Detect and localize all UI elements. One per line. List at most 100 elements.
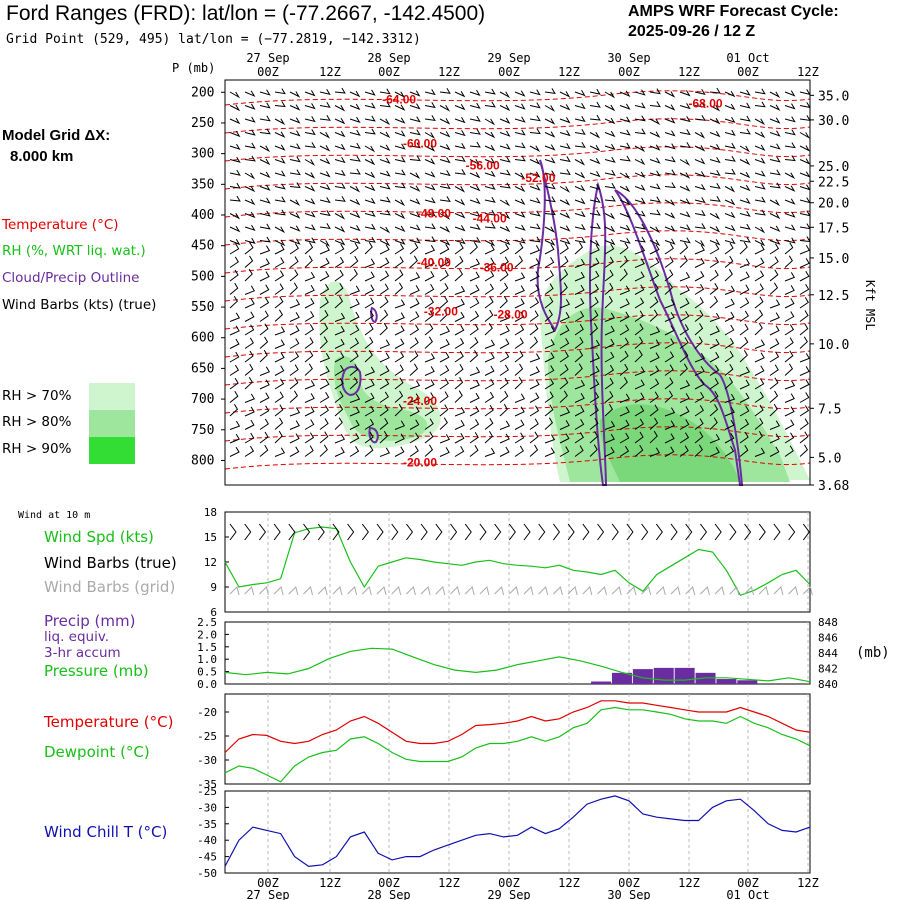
wind-barb <box>259 197 271 204</box>
wind-barb <box>304 445 314 457</box>
rh70-legend: RH > 70% <box>2 388 72 404</box>
wind-barb <box>439 213 451 220</box>
wind-barb <box>394 182 406 189</box>
wind-barb <box>514 445 524 457</box>
wind-barb <box>619 211 631 219</box>
wind-barb <box>469 336 479 349</box>
bottom-date-label: 29 Sep <box>487 888 530 900</box>
wind-barb <box>349 406 360 417</box>
wind-barb <box>709 282 719 295</box>
wind-barb <box>559 186 571 193</box>
wind-barb <box>289 351 300 363</box>
wind-barb-true <box>229 523 237 541</box>
wind-barb <box>424 323 434 336</box>
rh80-swatch <box>89 410 135 437</box>
wind-barb <box>469 323 479 336</box>
wind-barb <box>469 405 480 417</box>
wind-barb <box>544 257 555 268</box>
wind-barb <box>379 322 388 336</box>
temperature-contour-label: -52.00 <box>521 171 555 185</box>
wind-barb <box>259 128 271 135</box>
wind-barb <box>244 129 256 136</box>
precip-legend-line2: liq. equiv. <box>44 629 110 645</box>
wind-barb <box>739 349 748 363</box>
wind-barb <box>454 311 465 322</box>
wind-barb <box>574 406 585 417</box>
wind-barb <box>529 418 539 430</box>
wind-barb <box>544 352 555 363</box>
wind-barb <box>319 88 331 95</box>
wind-barb <box>484 183 496 190</box>
wind-barb <box>634 184 646 191</box>
wind-barb <box>679 116 691 123</box>
wind-barb <box>544 365 555 376</box>
wind-barb <box>364 210 376 217</box>
wind-barb <box>619 376 628 390</box>
wind-barb <box>724 211 736 219</box>
wind-barb <box>319 405 329 417</box>
wind-barb <box>289 446 300 457</box>
wind-barb <box>259 245 271 255</box>
wind-barb <box>289 130 301 137</box>
wind-barb <box>589 257 600 268</box>
wind-barb <box>394 282 404 295</box>
top-hour-label: 00Z <box>498 65 520 79</box>
wind-barb <box>694 444 703 457</box>
wind-barb <box>229 195 241 202</box>
wind-barb <box>424 271 435 282</box>
temperature-contour <box>224 146 811 162</box>
wind-barb-true <box>626 523 634 541</box>
wind-barb <box>664 364 674 376</box>
wind-barb <box>529 284 540 295</box>
wind-barb <box>409 272 421 282</box>
wind-barb <box>454 186 466 193</box>
cloud-outline <box>341 365 362 397</box>
wind-barb <box>469 241 478 255</box>
wind-barb <box>529 171 541 178</box>
wind-barb <box>484 101 496 108</box>
wind-barb <box>544 105 556 112</box>
wind-barb <box>739 102 751 109</box>
wind-barb <box>379 309 389 322</box>
wind-barb <box>679 242 689 255</box>
wind-barb <box>364 336 374 349</box>
wind-barb <box>649 378 660 390</box>
wind-barb <box>694 114 706 121</box>
wind-barb-true <box>582 523 590 541</box>
wind-barb <box>709 391 719 403</box>
wind-barb <box>574 141 586 148</box>
wind-barb <box>499 182 511 189</box>
temperature-contour-label: -28.00 <box>494 308 528 322</box>
wind-barb <box>469 198 481 205</box>
wind-barb <box>469 141 481 148</box>
wind-barb <box>289 338 300 349</box>
wind-barb <box>334 226 346 233</box>
wind-barb <box>409 198 421 205</box>
wind-barb <box>799 336 808 349</box>
wind-barb <box>754 296 764 309</box>
wind-barb <box>469 102 481 109</box>
wind-barb <box>424 115 436 122</box>
wind-barb <box>574 103 586 110</box>
wind-barb <box>514 337 524 349</box>
wind-barb <box>334 351 345 363</box>
wind-barb <box>514 242 524 255</box>
wind-barb-grid <box>479 586 490 596</box>
wind-barb-true <box>347 523 355 541</box>
wind-barb <box>559 338 570 349</box>
wind-barb <box>364 444 374 457</box>
wind-barb <box>499 295 508 309</box>
wind-barb <box>454 117 466 124</box>
wind-barb <box>259 258 270 268</box>
wind-barb <box>364 158 376 166</box>
wind-barb <box>649 270 660 282</box>
rh80-region-west <box>333 356 428 441</box>
wind-barb <box>424 379 435 390</box>
wind-barb <box>649 365 660 376</box>
wind-chill-y-tick-label: -45 <box>197 851 217 864</box>
wind-barb <box>394 156 406 163</box>
bottom-hour-label: 00Z <box>618 876 640 890</box>
wind-barb <box>739 184 751 192</box>
wind-barb <box>274 326 286 336</box>
